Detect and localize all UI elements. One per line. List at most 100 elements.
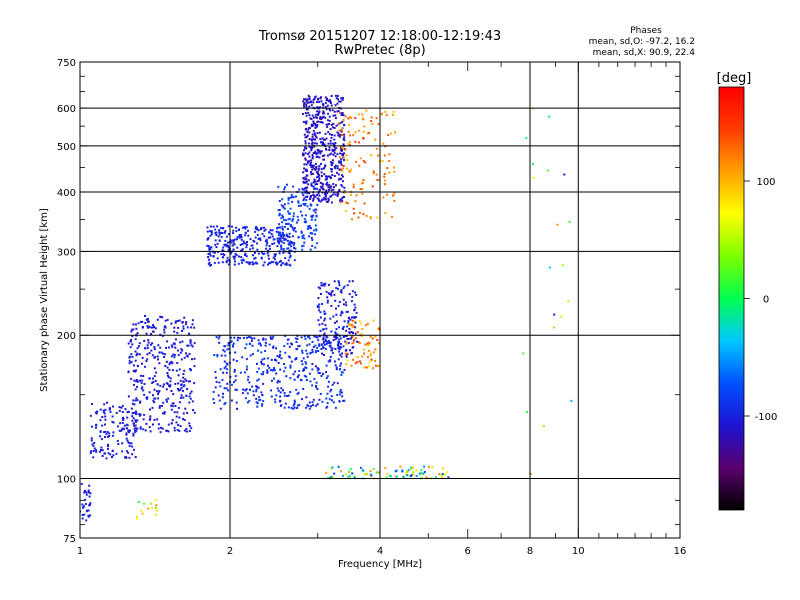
data-point xyxy=(245,226,248,229)
data-point xyxy=(316,110,319,113)
data-point xyxy=(326,340,329,343)
data-point xyxy=(256,402,259,405)
data-point xyxy=(310,204,313,207)
data-point xyxy=(245,255,248,258)
data-point xyxy=(319,116,322,119)
data-point xyxy=(325,471,328,474)
data-point xyxy=(362,118,365,121)
data-point xyxy=(170,404,173,407)
data-point xyxy=(288,242,291,245)
data-point xyxy=(375,147,378,150)
data-point xyxy=(128,456,131,459)
data-point xyxy=(250,339,253,342)
data-point xyxy=(314,180,317,183)
data-point xyxy=(304,202,307,205)
data-point xyxy=(393,170,396,173)
data-point xyxy=(289,207,292,210)
data-point xyxy=(304,140,307,143)
data-point xyxy=(252,390,255,393)
data-point xyxy=(307,127,310,130)
data-point xyxy=(121,442,124,445)
data-point xyxy=(146,325,149,328)
data-point xyxy=(87,509,90,512)
data-point xyxy=(212,398,215,401)
data-point xyxy=(190,427,193,430)
data-point xyxy=(84,503,87,505)
data-point xyxy=(348,327,351,330)
data-point xyxy=(239,337,242,340)
data-point xyxy=(139,427,142,430)
data-point xyxy=(103,431,106,434)
data-point xyxy=(283,392,286,394)
data-point xyxy=(85,491,88,494)
data-point xyxy=(311,368,314,371)
data-point xyxy=(121,411,124,413)
data-point xyxy=(341,327,344,330)
data-point xyxy=(344,352,347,355)
data-point xyxy=(338,400,341,403)
data-point xyxy=(208,253,211,255)
data-point xyxy=(109,410,112,413)
data-point xyxy=(149,502,152,505)
data-point xyxy=(343,285,346,288)
data-point xyxy=(342,138,345,140)
data-point xyxy=(236,339,239,342)
data-point xyxy=(308,343,311,346)
data-point xyxy=(347,341,350,344)
data-point xyxy=(301,398,303,401)
data-point xyxy=(327,292,330,295)
data-point xyxy=(338,161,341,164)
data-point xyxy=(185,321,188,324)
data-point xyxy=(329,346,332,349)
data-point xyxy=(374,359,377,362)
data-point xyxy=(318,323,321,326)
y-tick-label: 300 xyxy=(57,247,76,258)
data-point xyxy=(134,388,137,391)
data-point xyxy=(323,196,326,199)
data-point xyxy=(326,123,329,126)
data-point xyxy=(358,164,361,167)
data-point xyxy=(338,160,341,163)
data-point xyxy=(157,358,159,361)
data-point xyxy=(268,245,271,248)
data-point xyxy=(162,385,165,388)
data-point xyxy=(87,489,90,492)
data-point xyxy=(553,313,556,316)
data-point xyxy=(224,365,227,368)
data-point xyxy=(193,365,196,368)
data-point xyxy=(147,339,150,342)
data-point xyxy=(333,134,336,137)
data-point xyxy=(293,401,296,404)
data-point xyxy=(279,350,282,353)
data-point xyxy=(141,362,143,365)
data-point xyxy=(412,471,414,474)
data-point xyxy=(261,403,264,405)
data-point xyxy=(232,358,235,361)
data-point xyxy=(308,160,311,163)
data-point xyxy=(218,231,221,234)
data-point xyxy=(358,320,361,323)
data-point xyxy=(99,435,102,438)
data-point xyxy=(134,427,137,430)
data-point xyxy=(324,324,327,327)
data-point xyxy=(278,380,281,383)
data-point xyxy=(133,424,136,427)
data-point xyxy=(321,121,324,124)
data-point xyxy=(251,247,254,250)
data-point xyxy=(338,190,341,193)
data-point xyxy=(171,405,174,408)
data-point xyxy=(300,204,303,207)
data-point xyxy=(330,95,333,97)
data-point xyxy=(319,329,322,332)
data-point xyxy=(279,395,282,398)
data-point xyxy=(193,382,196,385)
data-point xyxy=(339,122,342,125)
data-point xyxy=(313,335,316,338)
data-point xyxy=(320,118,323,121)
data-point xyxy=(223,387,226,390)
data-point xyxy=(331,159,334,162)
data-point xyxy=(333,165,336,168)
data-point xyxy=(332,339,335,342)
data-point xyxy=(280,234,283,237)
data-point xyxy=(359,322,362,325)
